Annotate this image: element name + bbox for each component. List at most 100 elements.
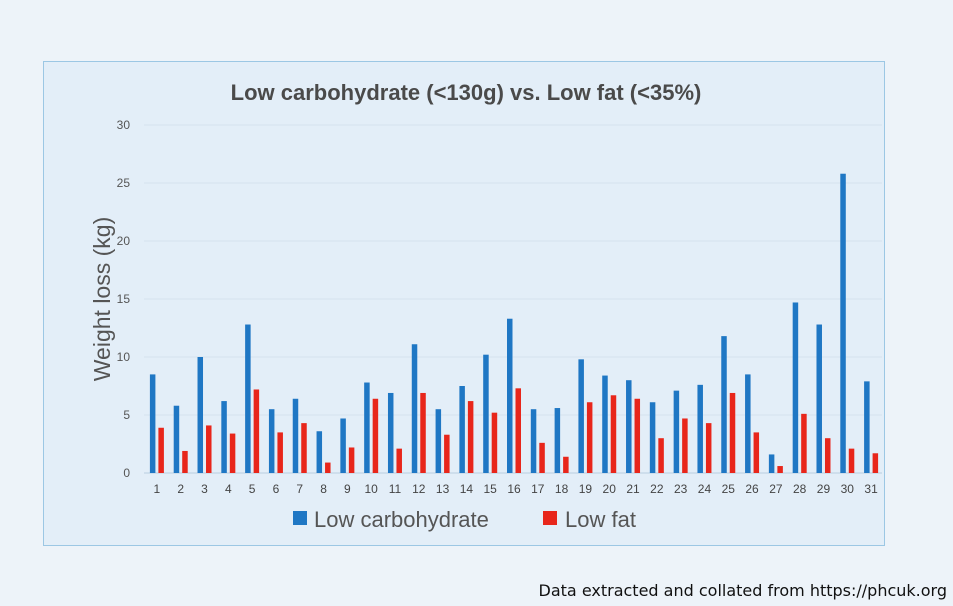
bar-low-carbohydrate-30 — [840, 173, 846, 473]
bar-low-fat-28 — [801, 413, 807, 473]
x-tick-label: 5 — [249, 482, 256, 496]
bar-low-carbohydrate-2 — [173, 405, 180, 473]
bar-low-fat-30 — [848, 448, 855, 473]
bar-low-carbohydrate-12 — [411, 344, 418, 473]
y-tick-label: 10 — [117, 350, 131, 364]
chart-panel: Low carbohydrate (<130g) vs. Low fat (<3… — [43, 61, 885, 546]
bar-low-carbohydrate-6 — [268, 409, 275, 473]
x-tick-label: 19 — [579, 482, 593, 496]
x-tick-label: 20 — [603, 482, 617, 496]
bar-low-fat-13 — [444, 434, 450, 473]
x-tick-label: 4 — [225, 482, 232, 496]
x-tick-label: 1 — [154, 482, 161, 496]
bars — [149, 173, 879, 473]
bar-low-fat-3 — [206, 425, 212, 473]
legend-label-low-fat: Low fat — [565, 507, 636, 532]
bar-low-fat-27 — [777, 466, 783, 473]
bar-low-fat-15 — [491, 412, 498, 473]
bar-low-fat-7 — [301, 423, 307, 473]
bar-low-carbohydrate-19 — [578, 359, 584, 473]
bar-low-fat-25 — [729, 392, 736, 473]
bar-low-fat-17 — [539, 442, 545, 473]
bar-low-fat-14 — [467, 401, 474, 473]
x-tick-label: 31 — [864, 482, 878, 496]
legend-swatch-low-carbohydrate — [293, 511, 307, 525]
bar-low-carbohydrate-14 — [459, 386, 465, 473]
bar-low-carbohydrate-9 — [340, 418, 346, 473]
bar-low-fat-10 — [372, 398, 379, 473]
y-tick-label: 0 — [123, 466, 130, 480]
bar-low-carbohydrate-28 — [792, 302, 799, 473]
y-tick-label: 20 — [117, 234, 131, 248]
bar-low-fat-21 — [634, 398, 641, 473]
x-tick-label: 10 — [364, 482, 378, 496]
bar-low-fat-2 — [182, 450, 188, 473]
y-tick-label: 25 — [117, 176, 131, 190]
bar-low-fat-5 — [253, 389, 260, 473]
bar-low-fat-12 — [420, 392, 426, 473]
bar-low-fat-11 — [396, 448, 402, 473]
x-tick-label: 13 — [436, 482, 450, 496]
bar-low-carbohydrate-15 — [483, 354, 489, 473]
x-tick-label: 12 — [412, 482, 426, 496]
x-tick-label: 23 — [674, 482, 688, 496]
bar-low-fat-20 — [610, 395, 617, 473]
bar-low-carbohydrate-29 — [816, 324, 822, 473]
x-tick-label: 27 — [769, 482, 783, 496]
x-tick-label: 3 — [201, 482, 208, 496]
gridlines — [144, 124, 882, 474]
x-tick-label: 18 — [555, 482, 569, 496]
x-tick-label: 24 — [698, 482, 712, 496]
bar-low-fat-29 — [824, 438, 831, 473]
bar-low-fat-6 — [277, 432, 283, 473]
legend: Low carbohydrate Low fat — [293, 507, 636, 532]
bar-low-carbohydrate-3 — [197, 357, 204, 473]
bar-low-carbohydrate-7 — [292, 398, 299, 473]
y-axis-ticks: 0 5 10 15 20 25 30 — [117, 118, 131, 480]
y-tick-label: 30 — [117, 118, 131, 132]
x-tick-label: 29 — [817, 482, 831, 496]
bar-low-fat-22 — [658, 438, 664, 473]
x-tick-label: 15 — [484, 482, 498, 496]
bar-low-carbohydrate-11 — [387, 392, 394, 473]
bar-low-carbohydrate-23 — [673, 390, 680, 473]
x-tick-label: 21 — [626, 482, 640, 496]
legend-swatch-low-fat — [543, 511, 557, 525]
bar-low-carbohydrate-17 — [530, 409, 537, 473]
x-tick-label: 9 — [344, 482, 351, 496]
bar-low-fat-26 — [753, 432, 760, 473]
x-tick-label: 25 — [722, 482, 736, 496]
bar-low-fat-19 — [586, 402, 593, 473]
x-tick-label: 2 — [177, 482, 184, 496]
bar-low-carbohydrate-24 — [697, 384, 703, 473]
x-tick-label: 30 — [841, 482, 855, 496]
x-tick-label: 6 — [273, 482, 280, 496]
bar-low-carbohydrate-21 — [626, 380, 632, 473]
bar-low-fat-24 — [705, 423, 712, 473]
x-tick-label: 26 — [745, 482, 759, 496]
source-attribution: Data extracted and collated from https:/… — [538, 581, 947, 600]
bar-low-carbohydrate-22 — [649, 402, 656, 473]
x-tick-label: 28 — [793, 482, 807, 496]
x-tick-label: 22 — [650, 482, 664, 496]
bar-low-carbohydrate-18 — [554, 408, 561, 473]
bar-low-carbohydrate-20 — [602, 375, 608, 473]
bar-chart: Low carbohydrate (<130g) vs. Low fat (<3… — [89, 80, 882, 532]
bar-low-fat-16 — [515, 388, 521, 473]
bar-low-fat-9 — [348, 447, 355, 473]
x-tick-label: 11 — [389, 482, 402, 496]
bar-low-fat-31 — [872, 453, 879, 473]
x-tick-label: 8 — [320, 482, 327, 496]
bar-low-carbohydrate-1 — [149, 374, 156, 473]
x-tick-label: 17 — [531, 482, 545, 496]
y-tick-label: 15 — [117, 292, 131, 306]
y-tick-label: 5 — [123, 408, 130, 422]
bar-low-carbohydrate-31 — [864, 381, 870, 473]
bar-low-carbohydrate-27 — [768, 454, 775, 473]
bar-low-carbohydrate-26 — [745, 374, 751, 473]
bar-low-carbohydrate-10 — [364, 382, 370, 473]
bar-low-fat-1 — [158, 427, 164, 473]
bar-low-carbohydrate-16 — [507, 318, 513, 473]
x-tick-label: 14 — [460, 482, 474, 496]
y-axis-label: Weight loss (kg) — [89, 217, 115, 381]
